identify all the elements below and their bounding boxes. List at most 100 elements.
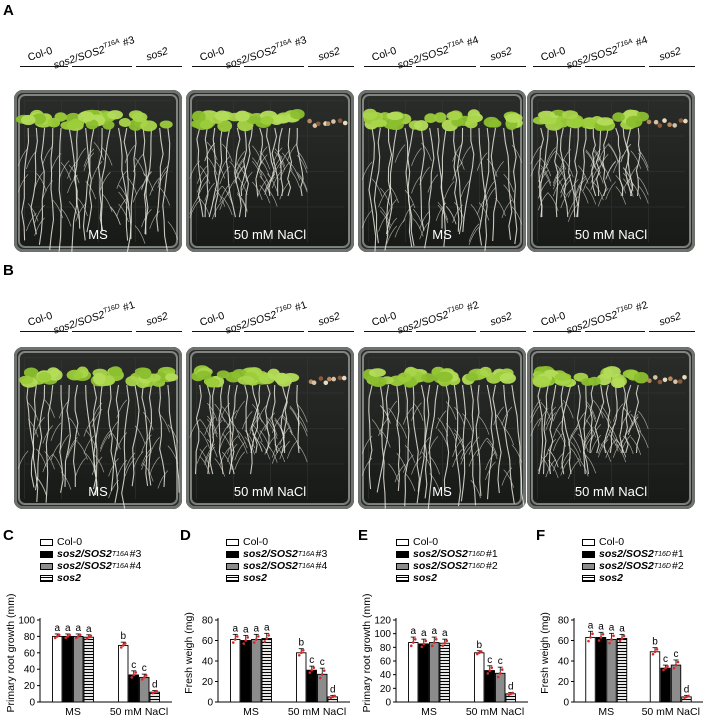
- lateral-root: [638, 152, 649, 172]
- lateral-root: [219, 402, 230, 422]
- data-point: [500, 668, 504, 671]
- genotype-label-sos2: sos2: [144, 45, 170, 64]
- root: [85, 127, 93, 233]
- genotype-label-sos2: sos2: [316, 45, 342, 64]
- data-point: [608, 641, 611, 645]
- data-point: [591, 632, 594, 636]
- lateral-root: [116, 432, 128, 451]
- lateral-root: [267, 188, 278, 207]
- lateral-root: [445, 206, 457, 225]
- lateral-root: [530, 145, 541, 165]
- lateral-root: [600, 163, 612, 182]
- significance-letter: b: [476, 640, 482, 651]
- lateral-root: [93, 453, 105, 473]
- lateral-root: [214, 188, 226, 207]
- leaf: [269, 114, 284, 125]
- significance-letter: a: [253, 623, 259, 634]
- lateral-root: [597, 143, 609, 163]
- lateral-root: [274, 148, 286, 167]
- lateral-root: [36, 172, 47, 192]
- root: [100, 127, 111, 231]
- significance-letter: c: [142, 663, 147, 674]
- data-point: [486, 672, 490, 675]
- lateral-root: [567, 425, 579, 444]
- legend-line-number: #4: [315, 560, 328, 572]
- lateral-root: [585, 186, 597, 205]
- lateral-root: [623, 178, 634, 197]
- lateral-root: [249, 412, 260, 431]
- lateral-root: [444, 180, 455, 200]
- lateral-root: [141, 434, 152, 453]
- underline-transgenic: [72, 331, 132, 333]
- bleached-seedling: [668, 376, 673, 381]
- underline-sos2: [480, 331, 526, 333]
- root: [158, 384, 166, 488]
- root: [560, 384, 572, 475]
- root: [97, 127, 104, 232]
- lateral-root: [237, 429, 248, 449]
- lateral-root: [259, 441, 271, 460]
- lateral-root: [597, 188, 609, 207]
- lateral-root: [75, 457, 86, 476]
- legend-text: sos2/SOS2: [599, 548, 654, 560]
- legend-mutation: T16A: [111, 562, 129, 570]
- lateral-root: [77, 441, 88, 460]
- lateral-root: [590, 424, 601, 443]
- underline-sos2: [480, 66, 526, 68]
- data-point: [297, 653, 301, 657]
- leaf: [37, 371, 52, 382]
- lateral-root: [67, 436, 78, 456]
- significance-letter: a: [243, 624, 249, 635]
- lateral-root: [67, 174, 78, 194]
- significance-letter: c: [320, 657, 325, 668]
- panel-letter-d: D: [180, 527, 191, 544]
- panel-letter-f: F: [536, 527, 546, 544]
- leaf: [371, 119, 387, 128]
- root: [131, 384, 140, 487]
- lateral-root: [593, 400, 604, 419]
- y-tick-label: 40: [24, 665, 36, 676]
- data-point: [312, 666, 316, 670]
- data-point: [318, 676, 322, 680]
- lateral-root: [578, 458, 589, 477]
- data-point: [422, 642, 426, 646]
- bar: [439, 642, 450, 703]
- x-category-label: 50 mM NaCl: [642, 706, 700, 718]
- significance-letter: a: [619, 623, 625, 634]
- root: [167, 384, 180, 493]
- lateral-root: [219, 156, 230, 175]
- root: [583, 384, 587, 475]
- label-line-number: #1: [290, 298, 309, 315]
- data-point: [445, 639, 449, 643]
- root: [244, 384, 253, 475]
- leaf: [18, 375, 34, 385]
- lateral-root: [575, 178, 586, 197]
- underline-sos2: [136, 331, 182, 333]
- root: [85, 384, 98, 496]
- lateral-root: [627, 416, 639, 436]
- root: [503, 127, 513, 240]
- lateral-root: [207, 156, 218, 176]
- lateral-root: [50, 422, 62, 441]
- lateral-root: [620, 410, 631, 429]
- lateral-root: [468, 223, 480, 242]
- bleached-seedling: [316, 121, 321, 127]
- data-point: [676, 660, 680, 664]
- lateral-root: [42, 180, 54, 199]
- y-axis-label: Primary root growth (mm): [5, 593, 17, 712]
- lateral-root: [452, 448, 463, 467]
- legend-entry: sos2: [226, 572, 327, 584]
- lateral-root: [435, 202, 447, 221]
- leaf: [466, 115, 481, 124]
- label-genotype: sos2/SOS2: [564, 308, 620, 337]
- lateral-root: [545, 458, 556, 478]
- lateral-root: [124, 452, 136, 471]
- data-point: [612, 634, 615, 638]
- lateral-root: [402, 454, 414, 473]
- significance-letter: c: [309, 655, 314, 666]
- leaf: [499, 372, 516, 384]
- data-point: [299, 651, 303, 655]
- genotype-label-col0: Col-0: [370, 309, 398, 329]
- lateral-root: [50, 153, 62, 172]
- lateral-root: [545, 147, 556, 166]
